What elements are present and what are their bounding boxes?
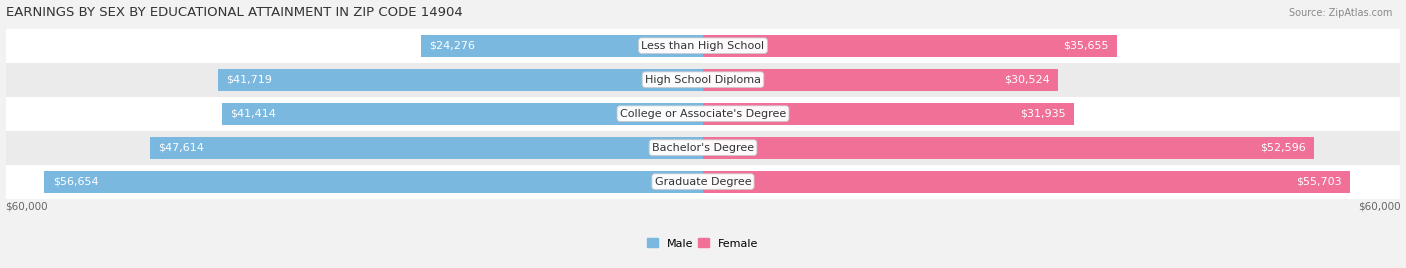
Bar [703,35,1118,57]
Text: $52,596: $52,596 [1260,143,1306,152]
Bar [149,137,703,159]
Bar [6,97,1400,131]
Text: College or Associate's Degree: College or Associate's Degree [620,109,786,119]
Text: $60,000: $60,000 [1358,201,1400,211]
Bar [222,103,703,125]
Text: $35,655: $35,655 [1063,41,1109,51]
Text: Graduate Degree: Graduate Degree [655,177,751,187]
Text: High School Diploma: High School Diploma [645,75,761,85]
Text: Less than High School: Less than High School [641,41,765,51]
Text: $30,524: $30,524 [1004,75,1049,85]
Text: $41,414: $41,414 [231,109,276,119]
Bar [45,170,703,193]
Text: $55,703: $55,703 [1296,177,1343,187]
Bar [6,29,1400,63]
Bar [420,35,703,57]
Legend: Male, Female: Male, Female [643,234,763,253]
Text: Bachelor's Degree: Bachelor's Degree [652,143,754,152]
Text: $56,654: $56,654 [53,177,98,187]
Text: $47,614: $47,614 [157,143,204,152]
Bar [218,69,703,91]
Text: $31,935: $31,935 [1021,109,1066,119]
Bar [6,165,1400,199]
Bar [703,170,1351,193]
Bar [703,103,1074,125]
Text: EARNINGS BY SEX BY EDUCATIONAL ATTAINMENT IN ZIP CODE 14904: EARNINGS BY SEX BY EDUCATIONAL ATTAINMEN… [6,6,463,18]
Text: $41,719: $41,719 [226,75,273,85]
Bar [703,69,1057,91]
Bar [703,137,1315,159]
Bar [6,131,1400,165]
Text: $24,276: $24,276 [429,41,475,51]
Text: $60,000: $60,000 [6,201,48,211]
Text: Source: ZipAtlas.com: Source: ZipAtlas.com [1288,8,1392,18]
Bar [6,63,1400,97]
